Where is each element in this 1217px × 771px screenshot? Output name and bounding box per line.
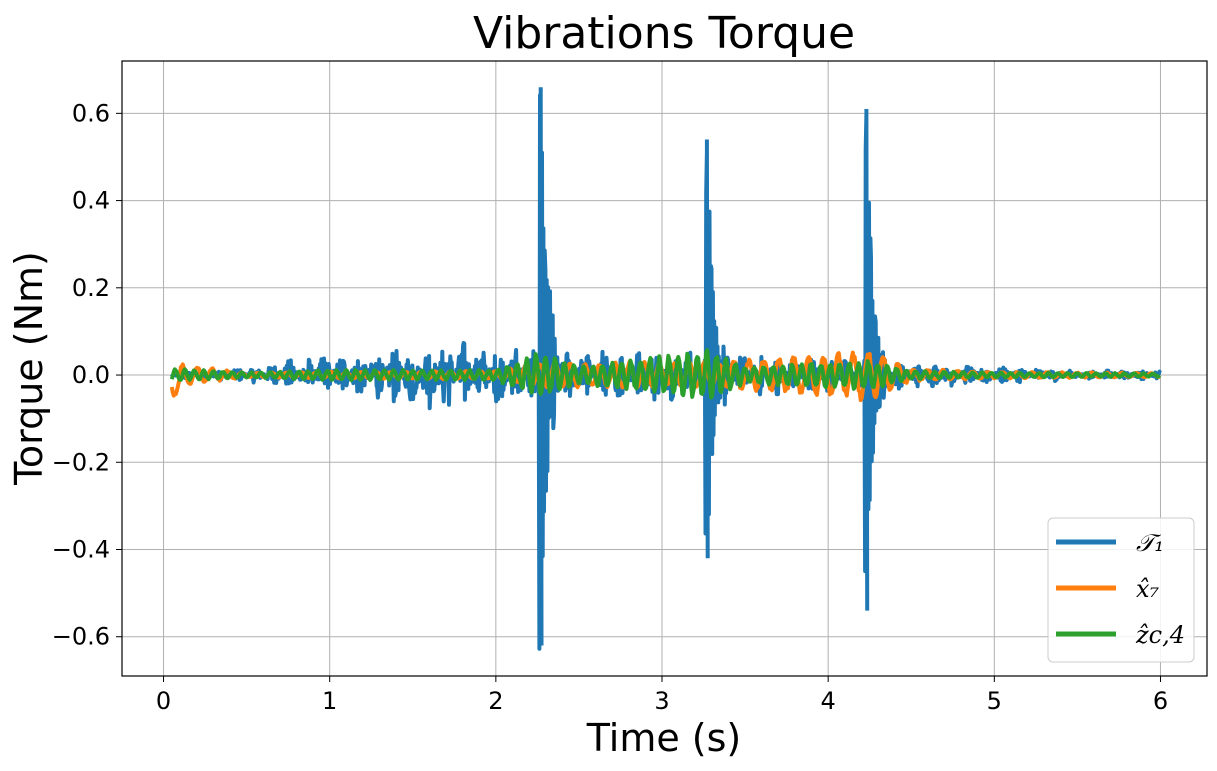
x-tick-label: 6 (1153, 687, 1168, 715)
y-axis-label: Torque (Nm) (7, 251, 51, 486)
legend-box (1047, 517, 1195, 663)
plot-frame (121, 60, 1208, 677)
x-tick-label: 0 (156, 687, 171, 715)
legend-label: ẑc,4 (1135, 621, 1185, 649)
series-layer (169, 87, 1162, 651)
series-line-zc4 (169, 348, 1162, 400)
legend-label: 𝒯₁ (1136, 529, 1164, 557)
y-tick-label: −0.4 (52, 536, 110, 564)
ticks: 0 1 2 3 4 5 6 −0.6 −0.4 −0.2 0.0 0.2 0.4 0.6 (52, 99, 1168, 715)
chart-title: Vibrations Torque (473, 8, 855, 59)
x-tick-label: 3 (654, 687, 669, 715)
x-axis-label: Time (s) (586, 716, 742, 760)
x-tick-label: 4 (821, 687, 836, 715)
y-tick-label: 0.6 (72, 99, 110, 127)
x-tick-label: 2 (488, 687, 503, 715)
y-tick-label: −0.6 (52, 623, 110, 651)
y-tick-label: 0.2 (72, 274, 110, 302)
x-tick-label: 5 (987, 687, 1002, 715)
x-tick-label: 1 (322, 687, 337, 715)
legend-label: x̂₇ (1136, 575, 1160, 603)
y-tick-label: 0.0 (72, 361, 110, 389)
legend: 𝒯₁ x̂₇ ẑc,4 (1047, 517, 1195, 663)
y-tick-label: 0.4 (72, 187, 110, 215)
y-tick-label: −0.2 (52, 448, 110, 476)
